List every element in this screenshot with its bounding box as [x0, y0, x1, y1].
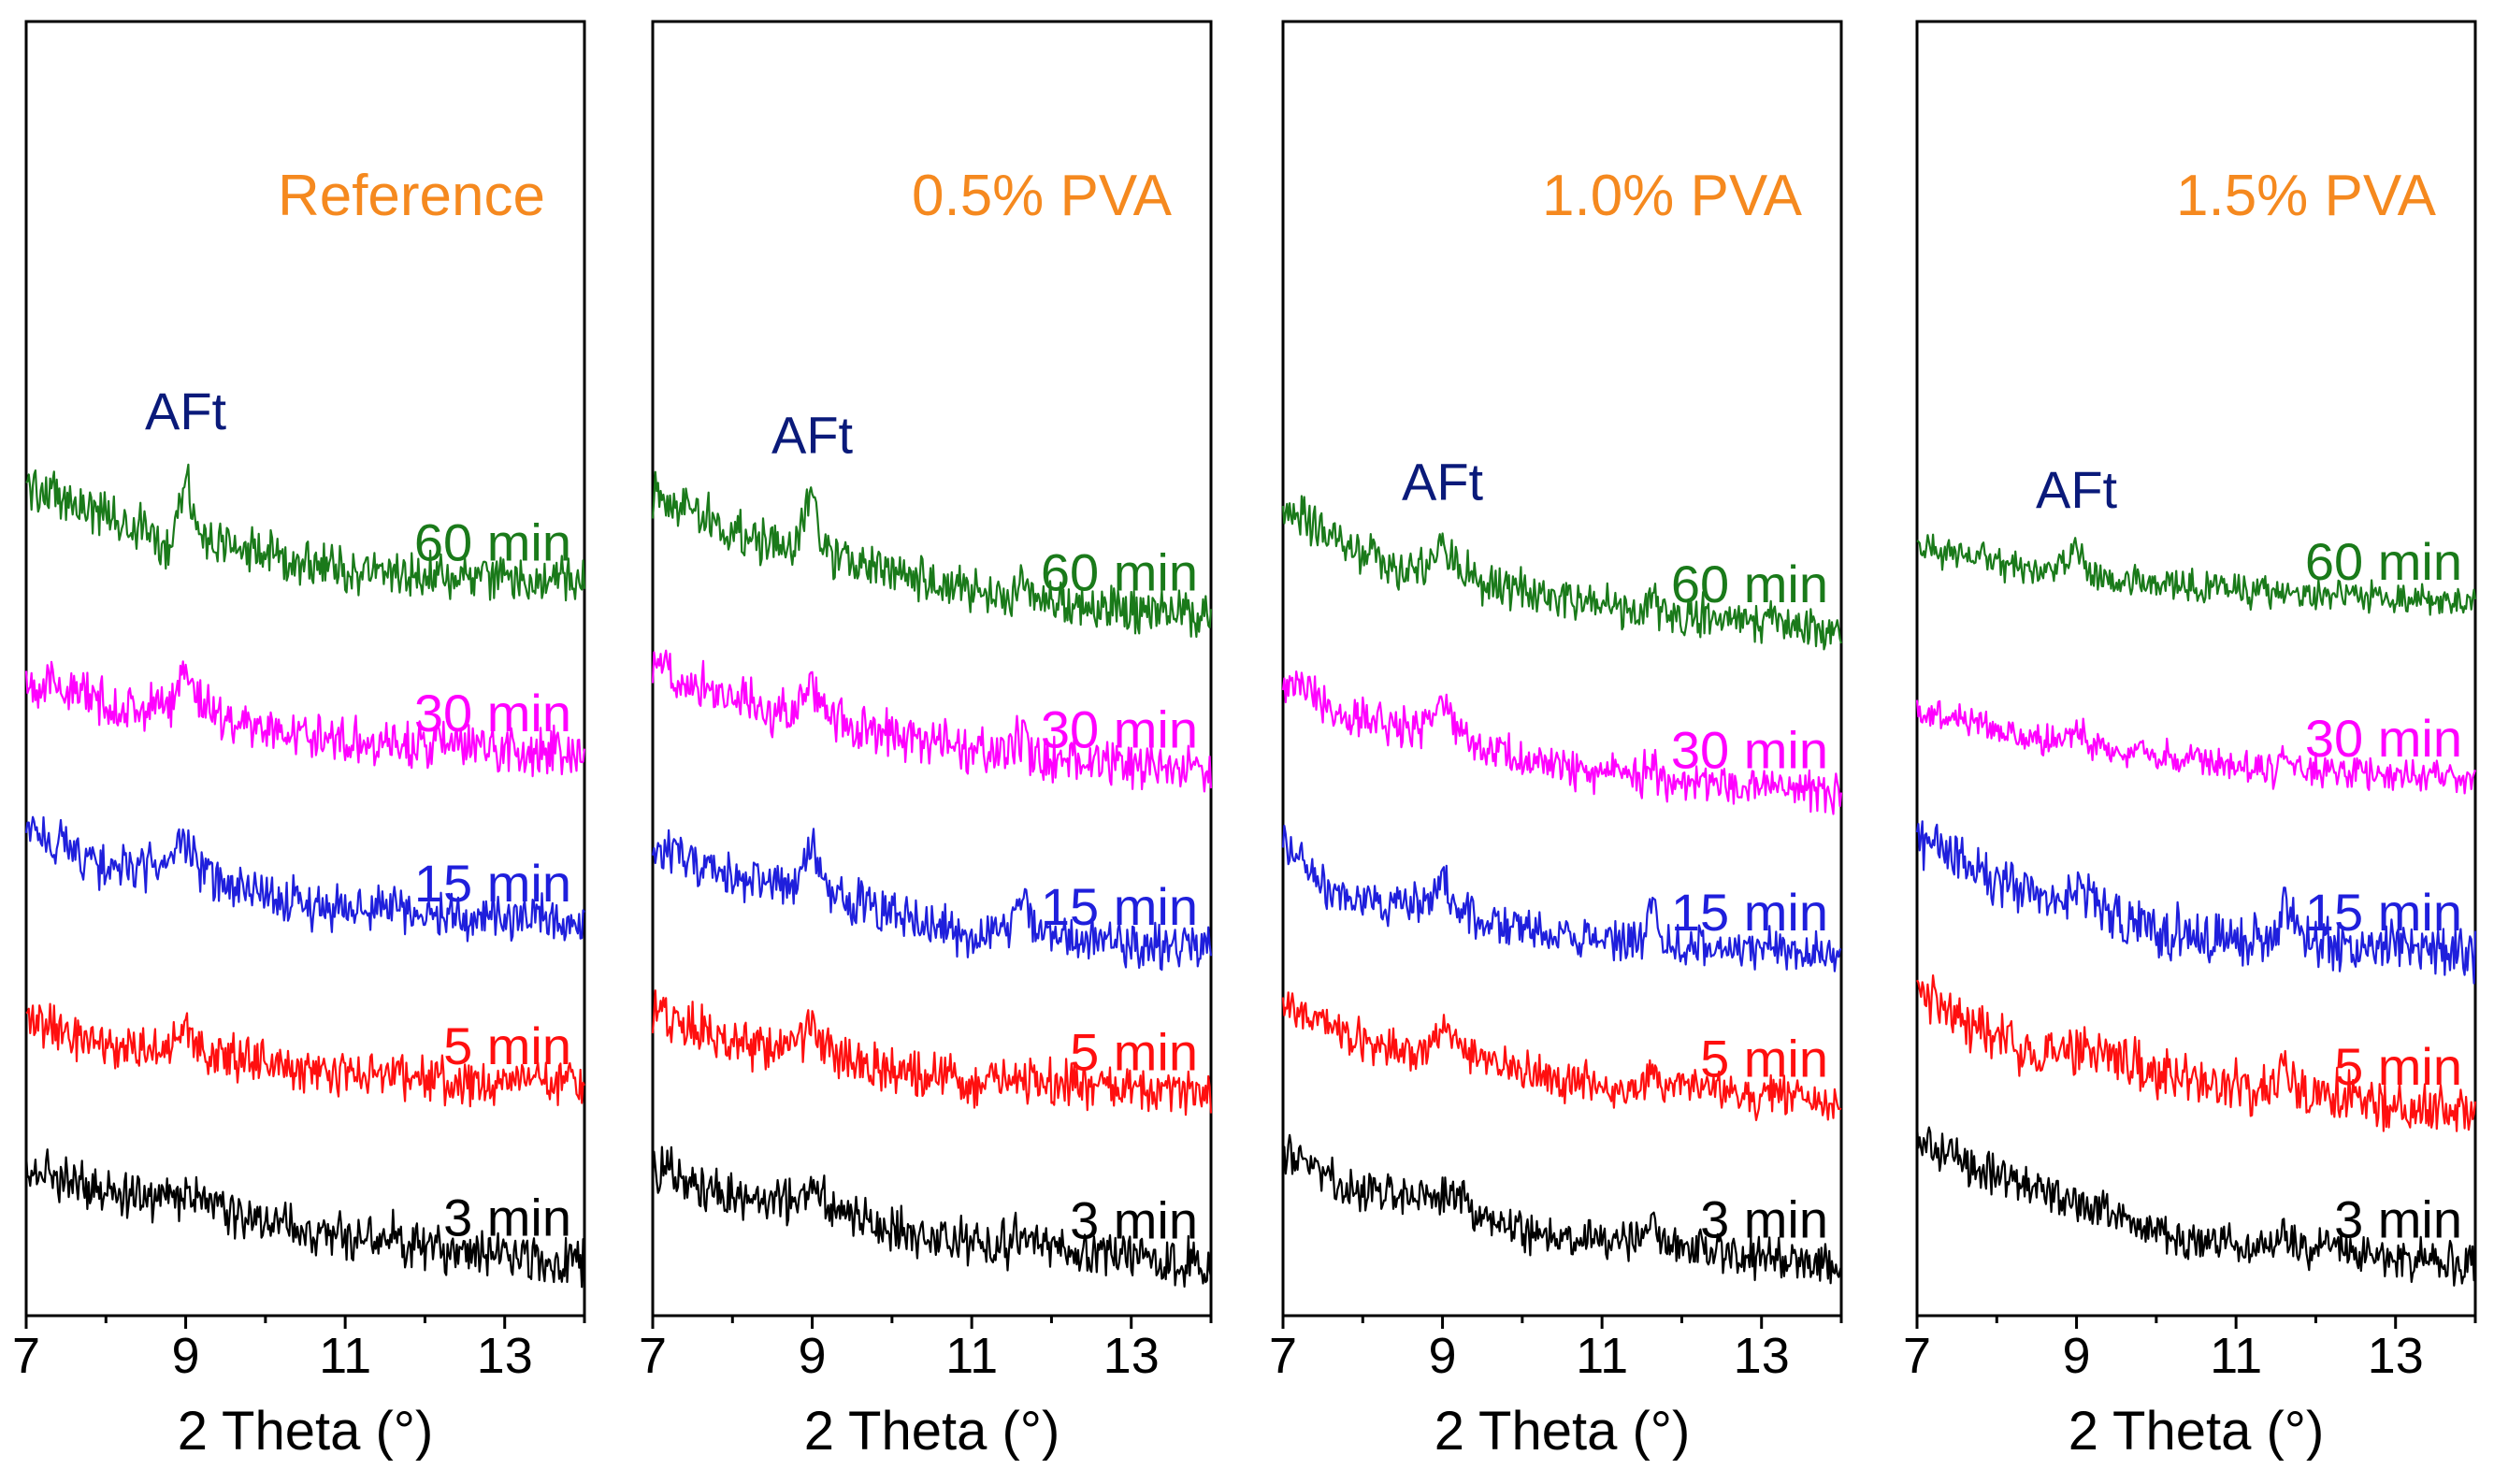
trace-5-min: [1281, 991, 1842, 1121]
x-tick-label: 13: [1103, 1328, 1160, 1384]
x-tick-label: 7: [12, 1328, 40, 1384]
annotation-aft: AFt: [2036, 460, 2118, 519]
trace-60-min: [1916, 533, 2477, 616]
annotation-aft: AFt: [1402, 453, 1484, 511]
trace-5-min: [651, 989, 1213, 1117]
series-label-60-min: 60 min: [2305, 532, 2462, 591]
series-label-30-min: 30 min: [1671, 720, 1828, 779]
chart-panels: Reference 60 min 30 min 15 min 5 min 3 min AFt…: [12, 20, 2477, 1462]
panel-reference: Reference 60 min 30 min 15 min 5 min 3 min AFt…: [12, 20, 586, 1462]
series-label-60-min: 60 min: [1671, 555, 1828, 613]
x-tick-label: 7: [639, 1328, 667, 1384]
x-tick-label: 13: [477, 1328, 533, 1384]
x-axis-label: 2 Theta (°): [1434, 1401, 1691, 1462]
x-tick-label: 9: [2063, 1328, 2091, 1384]
trace-3-min: [24, 1148, 586, 1289]
trace-30-min: [1915, 699, 2477, 795]
x-tick-label: 13: [2368, 1328, 2424, 1384]
trace-30-min: [651, 649, 1213, 793]
x-tick-label: 9: [799, 1328, 827, 1384]
panel-1-5-pva: 1.5% PVA 60 min 30 min 15 min 5 min 3 min AFt 7…: [1903, 20, 2477, 1462]
series-label-15-min: 15 min: [1041, 877, 1198, 936]
trace-15-min: [24, 815, 585, 943]
x-axis-label: 2 Theta (°): [2069, 1401, 2325, 1462]
x-tick-label: 9: [1429, 1328, 1457, 1384]
panel-0-5-pva: 0.5% PVA 60 min 30 min 15 min 5 min 3 min AFt 7…: [639, 20, 1213, 1462]
trace-30-min: [24, 660, 586, 778]
x-tick-label: 11: [2210, 1328, 2262, 1384]
trace-15-min: [1915, 820, 2477, 985]
series-label-15-min: 15 min: [2305, 883, 2462, 942]
x-tick-label: 11: [319, 1328, 371, 1384]
x-tick-label: 7: [1903, 1328, 1931, 1384]
series-label-3-min: 3 min: [443, 1189, 571, 1247]
series-label-3-min: 3 min: [2334, 1190, 2462, 1249]
x-tick-label: 11: [1576, 1328, 1628, 1384]
trace-15-min: [651, 828, 1213, 972]
panel-title: 0.5% PVA: [912, 164, 1173, 228]
panel-title: 1.0% PVA: [1542, 164, 1803, 228]
trace-5-min: [1916, 974, 2477, 1132]
plot-frame: [24, 20, 586, 1318]
trace-60-min: [1281, 495, 1843, 651]
x-tick-label: 11: [945, 1328, 998, 1384]
trace-5-min: [25, 1002, 585, 1108]
series-label-3-min: 3 min: [1700, 1190, 1828, 1249]
x-tick-label: 7: [1269, 1328, 1297, 1384]
plot-frame: [1281, 20, 1843, 1318]
trace-30-min: [1281, 670, 1843, 815]
series-label-60-min: 60 min: [1041, 543, 1198, 602]
annotation-aft: AFt: [771, 405, 854, 464]
series-label-15-min: 15 min: [1671, 883, 1828, 942]
trace-3-min: [1915, 1124, 2477, 1287]
series-label-5-min: 5 min: [1700, 1030, 1828, 1088]
trace-15-min: [1281, 825, 1842, 973]
panel-title: Reference: [278, 164, 545, 228]
x-tick-label: 13: [1734, 1328, 1790, 1384]
panel-title: 1.5% PVA: [2176, 164, 2437, 228]
annotation-aft: AFt: [145, 382, 227, 440]
plot-frame: [1915, 20, 2477, 1318]
trace-60-min: [651, 470, 1213, 639]
x-axis-label: 2 Theta (°): [804, 1401, 1060, 1462]
series-label-30-min: 30 min: [1041, 699, 1198, 758]
x-axis-label: 2 Theta (°): [178, 1401, 434, 1462]
x-tick-label: 9: [172, 1328, 200, 1384]
trace-3-min: [651, 1145, 1213, 1288]
series-label-5-min: 5 min: [443, 1016, 571, 1075]
series-label-15-min: 15 min: [414, 854, 571, 913]
series-label-30-min: 30 min: [414, 684, 571, 742]
series-label-5-min: 5 min: [2334, 1037, 2462, 1096]
series-label-30-min: 30 min: [2305, 709, 2462, 768]
series-label-3-min: 3 min: [1070, 1191, 1198, 1250]
trace-3-min: [1281, 1133, 1843, 1285]
series-label-60-min: 60 min: [414, 513, 571, 572]
series-label-5-min: 5 min: [1070, 1023, 1198, 1082]
panel-1-0-pva: 1.0% PVA 60 min 30 min 15 min 5 min 3 min AFt 7…: [1269, 20, 1843, 1462]
trace-60-min: [25, 463, 586, 602]
